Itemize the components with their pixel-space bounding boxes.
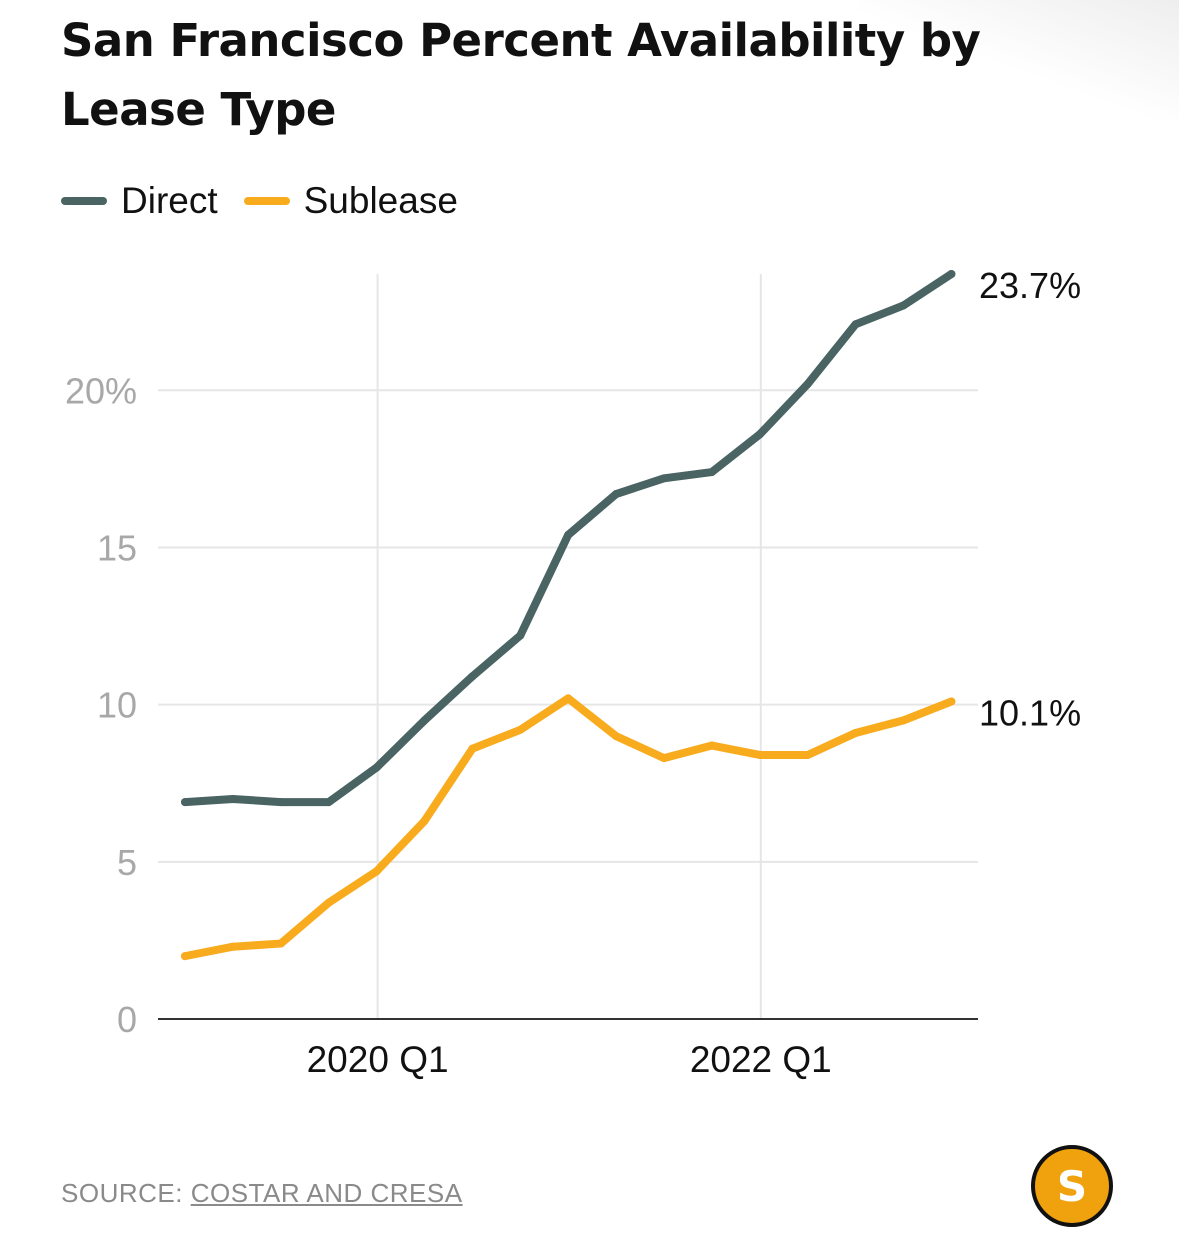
point-sublease-1 bbox=[228, 942, 237, 951]
legend-swatch-sublease bbox=[243, 197, 290, 205]
point-direct-11 bbox=[707, 468, 716, 477]
point-sublease-2 bbox=[276, 939, 285, 948]
y-tick-label-10: 10 bbox=[97, 685, 137, 726]
corner-shade bbox=[859, 0, 1179, 120]
point-direct-3 bbox=[324, 798, 333, 807]
point-direct-8 bbox=[564, 530, 573, 539]
point-direct-14 bbox=[851, 320, 860, 329]
end-label-sublease: 10.1% bbox=[979, 693, 1081, 734]
source-link[interactable]: COSTAR AND CRESA bbox=[190, 1178, 463, 1208]
point-direct-13 bbox=[803, 380, 812, 389]
point-direct-10 bbox=[660, 474, 668, 483]
brand-logo[interactable]: S bbox=[1031, 1145, 1113, 1227]
point-sublease-9 bbox=[612, 732, 621, 741]
point-direct-7 bbox=[516, 631, 525, 640]
legend-item-sublease: Sublease bbox=[243, 180, 458, 222]
point-direct-15 bbox=[899, 301, 908, 310]
point-sublease-15 bbox=[899, 716, 908, 725]
point-sublease-16 bbox=[947, 697, 956, 706]
x-tick-label-1: 2022 Q1 bbox=[690, 1039, 832, 1080]
source-note: SOURCE: COSTAR AND CRESA bbox=[61, 1178, 463, 1209]
point-direct-12 bbox=[755, 430, 764, 439]
point-direct-0 bbox=[181, 798, 189, 807]
brand-logo-letter: S bbox=[1056, 1161, 1088, 1211]
y-tick-label-5: 5 bbox=[117, 842, 137, 883]
point-sublease-8 bbox=[564, 694, 573, 703]
legend-label-sublease: Sublease bbox=[303, 180, 458, 221]
point-direct-4 bbox=[372, 763, 381, 772]
series-line-sublease bbox=[181, 694, 956, 961]
legend-item-direct: Direct bbox=[61, 180, 218, 222]
point-sublease-3 bbox=[324, 898, 333, 907]
point-sublease-4 bbox=[372, 867, 381, 876]
y-tick-label-20: 20% bbox=[65, 370, 137, 411]
end-label-direct: 23.7% bbox=[979, 265, 1081, 306]
point-sublease-14 bbox=[851, 728, 860, 737]
point-direct-9 bbox=[612, 490, 621, 499]
point-sublease-12 bbox=[755, 750, 764, 759]
legend: Direct Sublease bbox=[61, 180, 484, 222]
grid-layer bbox=[158, 274, 978, 1019]
point-sublease-0 bbox=[181, 952, 189, 961]
point-sublease-11 bbox=[707, 741, 716, 750]
point-direct-6 bbox=[468, 672, 477, 681]
label-layer: 23.7% 10.1% bbox=[979, 265, 1081, 734]
point-direct-16 bbox=[947, 270, 956, 278]
point-direct-2 bbox=[276, 798, 285, 807]
point-sublease-6 bbox=[468, 744, 477, 753]
point-sublease-5 bbox=[420, 816, 429, 825]
y-tick-label-15: 15 bbox=[97, 527, 137, 568]
source-prefix: SOURCE: bbox=[61, 1178, 191, 1208]
point-direct-5 bbox=[420, 716, 429, 725]
y-tick-label-0: 0 bbox=[117, 999, 137, 1040]
point-direct-1 bbox=[228, 794, 237, 803]
point-sublease-10 bbox=[660, 754, 668, 763]
point-sublease-7 bbox=[516, 725, 525, 734]
chart-title: San Francisco Percent Availability by Le… bbox=[61, 14, 981, 136]
series-layer bbox=[181, 270, 956, 961]
legend-label-direct: Direct bbox=[121, 180, 218, 221]
axis-layer: 0 5 10 15 20% 2020 Q1 2022 Q1 bbox=[65, 370, 978, 1080]
x-tick-label-0: 2020 Q1 bbox=[307, 1039, 449, 1080]
point-sublease-13 bbox=[803, 750, 812, 759]
legend-swatch-direct bbox=[61, 197, 107, 205]
